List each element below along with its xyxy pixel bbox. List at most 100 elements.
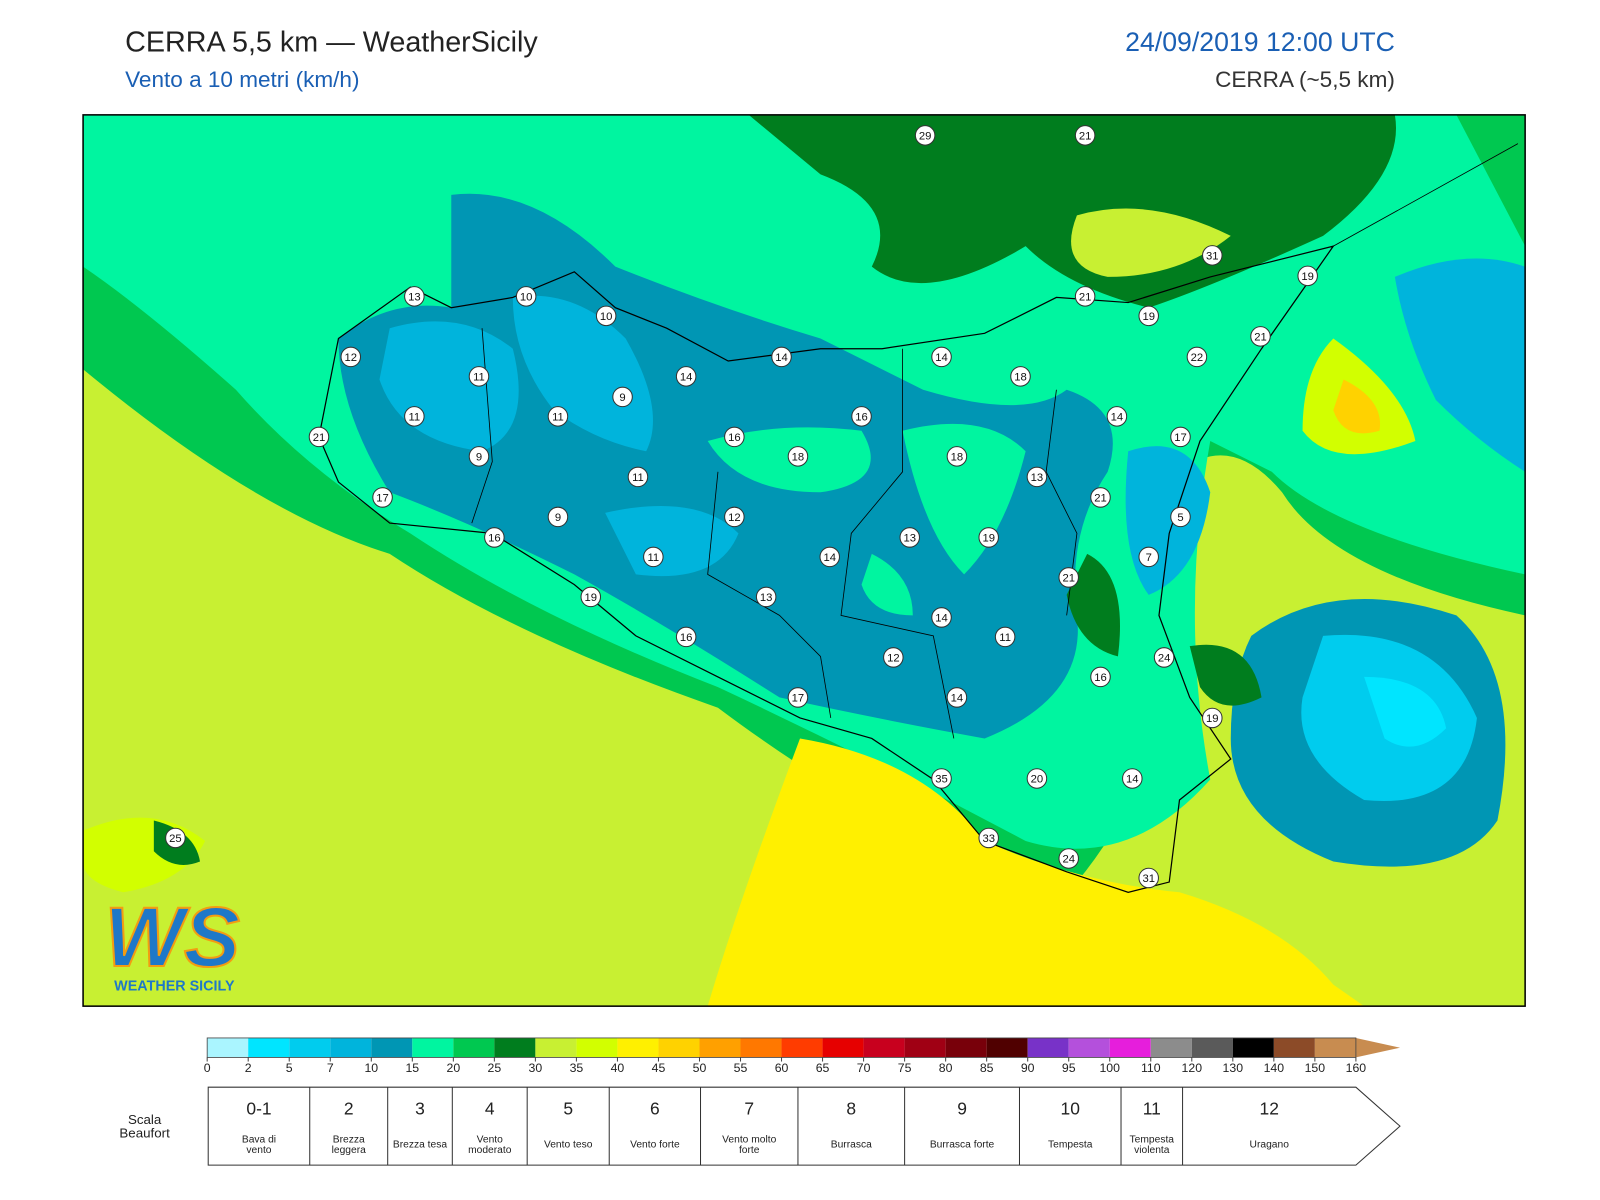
station-marker bbox=[978, 527, 999, 548]
beaufort-description: Brezza leggera bbox=[331, 1134, 366, 1156]
station-marker bbox=[1170, 506, 1191, 528]
station-value: 9 bbox=[555, 512, 561, 524]
beaufort-description: Uragano bbox=[1249, 1139, 1289, 1151]
station-value: 13 bbox=[903, 532, 916, 544]
station-marker bbox=[1106, 406, 1128, 427]
colorbar-tick-label: 40 bbox=[611, 1061, 625, 1075]
colorbar-segment bbox=[986, 1037, 1028, 1058]
beaufort-description: Bava di vento bbox=[241, 1134, 277, 1156]
beaufort-force: 4 bbox=[485, 1098, 495, 1118]
station-marker bbox=[946, 446, 968, 467]
colorbar-tick-label: 160 bbox=[1346, 1061, 1367, 1075]
station-marker bbox=[515, 286, 537, 307]
colorbar-segment bbox=[658, 1037, 700, 1058]
colorbar-tick-label: 75 bbox=[898, 1061, 912, 1075]
station-marker bbox=[1202, 707, 1223, 729]
station-value: 13 bbox=[408, 291, 421, 303]
colorbar-tick-label: 30 bbox=[529, 1061, 543, 1075]
wind-field bbox=[83, 114, 1526, 1007]
colorbar-segment bbox=[330, 1037, 372, 1058]
station-value: 31 bbox=[1142, 873, 1155, 885]
station-marker bbox=[580, 586, 602, 608]
colorbar-tick-label: 55 bbox=[734, 1061, 748, 1075]
station-marker bbox=[787, 446, 809, 467]
station-value: 35 bbox=[935, 773, 948, 785]
map-frame bbox=[82, 114, 1526, 1007]
colorbar-tick-label: 150 bbox=[1305, 1061, 1326, 1075]
station-value: 33 bbox=[982, 833, 995, 845]
station-marker bbox=[340, 346, 362, 368]
station-marker bbox=[931, 768, 952, 789]
station-marker bbox=[978, 827, 999, 849]
colorbar-tick-label: 80 bbox=[939, 1061, 953, 1075]
beaufort-force: 7 bbox=[744, 1098, 754, 1118]
station-marker bbox=[1153, 647, 1175, 668]
station-marker bbox=[372, 487, 393, 508]
station-marker bbox=[468, 446, 490, 467]
station-marker bbox=[404, 406, 425, 427]
station-marker bbox=[1138, 305, 1159, 327]
station-value: 13 bbox=[1031, 472, 1044, 484]
colorbar-segment bbox=[740, 1037, 782, 1058]
station-value: 14 bbox=[935, 352, 948, 364]
station-marker bbox=[1170, 426, 1191, 448]
colorbar-tick-label: 100 bbox=[1099, 1061, 1120, 1075]
colorbar-segment bbox=[1273, 1037, 1315, 1058]
station-value: 12 bbox=[887, 652, 900, 664]
colorbar-tick-label: 90 bbox=[1021, 1061, 1035, 1075]
colorbar-arrow bbox=[1355, 1037, 1400, 1058]
station-marker bbox=[643, 546, 664, 568]
station-value: 10 bbox=[600, 311, 613, 323]
colorbar-segment bbox=[1150, 1037, 1192, 1058]
colorbar-tick-label: 120 bbox=[1182, 1061, 1203, 1075]
station-marker bbox=[883, 647, 904, 668]
station-marker bbox=[1250, 326, 1271, 347]
title: CERRA 5,5 km — WeatherSicily bbox=[125, 27, 538, 59]
colorbar-segment bbox=[412, 1037, 454, 1058]
station-value: 16 bbox=[680, 632, 693, 644]
colorbar-segment bbox=[576, 1037, 618, 1058]
station-marker bbox=[931, 607, 952, 628]
station-value: 12 bbox=[345, 352, 358, 364]
beaufort-force: 0-1 bbox=[246, 1098, 271, 1118]
station-marker bbox=[484, 527, 505, 548]
station-marker bbox=[1297, 265, 1318, 287]
station-value: 17 bbox=[376, 492, 389, 504]
station-value: 16 bbox=[855, 411, 868, 423]
colorbar-segment bbox=[535, 1037, 577, 1058]
station-marker bbox=[1074, 286, 1096, 307]
beaufort-description: Vento forte bbox=[630, 1139, 680, 1151]
colorbar-segment bbox=[1068, 1037, 1110, 1058]
station-value: 25 bbox=[169, 833, 182, 845]
colorbar-segment bbox=[945, 1037, 987, 1058]
colorbar-tick-label: 45 bbox=[652, 1061, 666, 1075]
station-marker bbox=[787, 687, 809, 708]
station-marker bbox=[547, 406, 569, 427]
colorbar-segment bbox=[289, 1037, 331, 1058]
beaufort-description: Vento teso bbox=[543, 1139, 593, 1151]
colorbar-tick-label: 60 bbox=[775, 1061, 789, 1075]
beaufort-force: 9 bbox=[957, 1098, 967, 1118]
colorbar-tick-label: 7 bbox=[327, 1061, 334, 1075]
colorbar-segment bbox=[371, 1037, 413, 1058]
colorbar-tick-label: 35 bbox=[570, 1061, 584, 1075]
station-marker bbox=[165, 827, 186, 849]
beaufort-description: Burrasca bbox=[830, 1139, 872, 1151]
station-value: 9 bbox=[476, 451, 482, 463]
station-value: 14 bbox=[951, 692, 964, 704]
station-value: 16 bbox=[488, 532, 501, 544]
colorbar-segment bbox=[863, 1037, 905, 1058]
station-value: 13 bbox=[760, 592, 773, 604]
station-value: 21 bbox=[313, 432, 326, 444]
logo-mark: WS bbox=[105, 890, 240, 984]
station-value: 12 bbox=[728, 512, 741, 524]
colorbar-segment bbox=[699, 1037, 741, 1058]
colorbar-tick-label: 2 bbox=[245, 1061, 252, 1075]
station-marker bbox=[994, 626, 1016, 648]
station-value: 21 bbox=[1079, 130, 1092, 142]
colorbar-tick-label: 140 bbox=[1264, 1061, 1285, 1075]
station-marker bbox=[946, 687, 968, 708]
run-date: 24/09/2019 12:00 UTC bbox=[1125, 27, 1395, 57]
province-borders bbox=[471, 143, 1519, 739]
station-marker bbox=[675, 366, 697, 387]
